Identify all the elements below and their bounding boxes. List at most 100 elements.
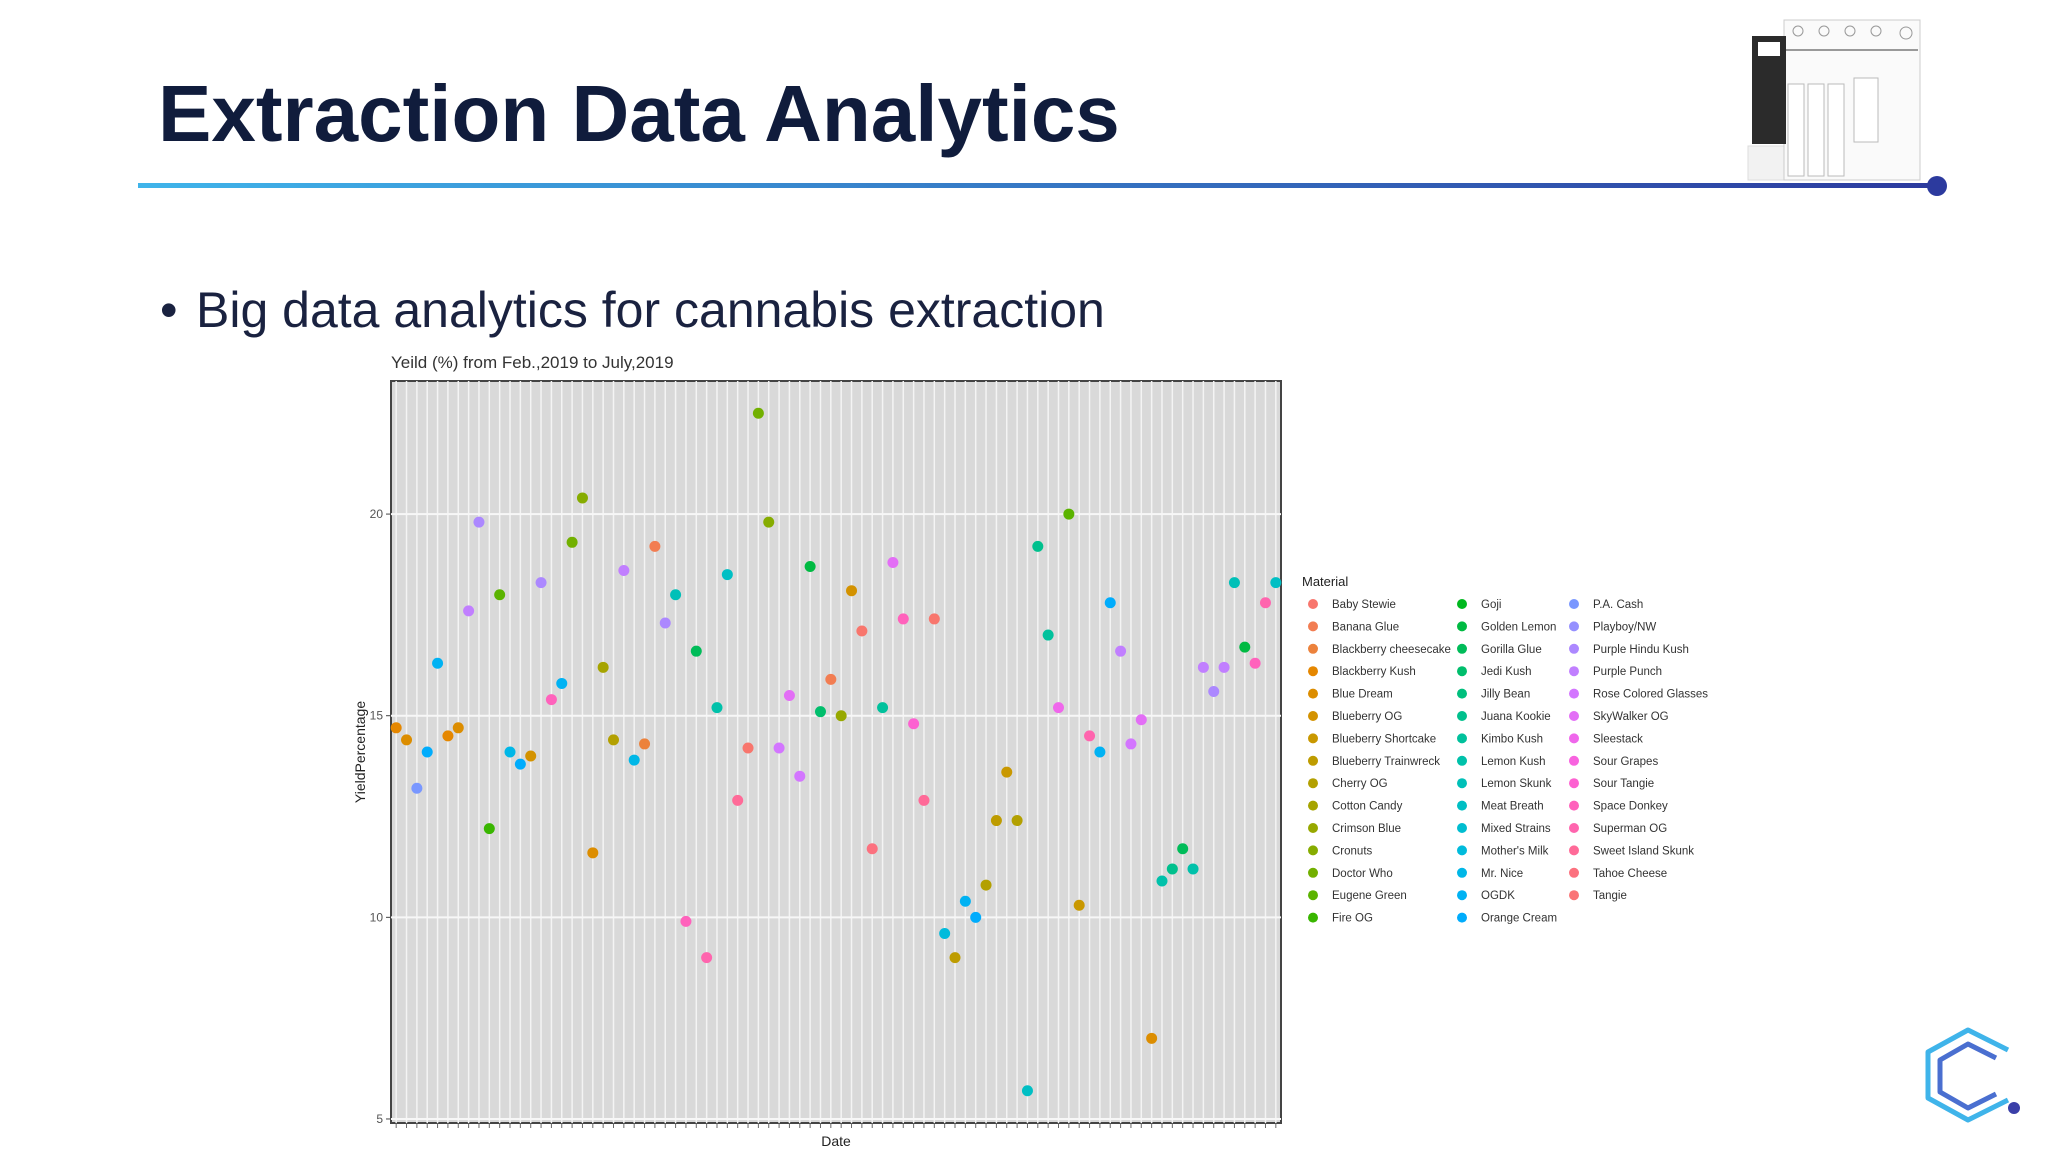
point [918, 794, 930, 806]
point [1011, 815, 1023, 827]
point [597, 661, 609, 673]
y-axis-label: YieldPercentage [352, 701, 368, 803]
legend-label: Eugene Green [1332, 890, 1407, 902]
legend-swatch [1457, 643, 1467, 654]
legend-swatch [1457, 800, 1467, 811]
point [649, 540, 661, 552]
legend-label: Playboy/NW [1593, 621, 1656, 633]
legend-swatch [1569, 643, 1579, 654]
legend-label: Purple Hindu Kush [1593, 644, 1689, 656]
point [1208, 686, 1220, 698]
legend-swatch [1457, 621, 1467, 632]
legend-swatch [1457, 711, 1467, 721]
point [1073, 899, 1085, 911]
legend-swatch [1457, 688, 1467, 699]
legend-swatch [1308, 733, 1318, 744]
chart: Yeild (%) from Feb.,2019 to July,2019 5 10… [352, 353, 1708, 1149]
point [608, 734, 619, 746]
legend-label: Doctor Who [1332, 868, 1393, 880]
legend-swatch [1308, 912, 1318, 923]
legend-swatch [1457, 890, 1467, 901]
point [814, 706, 826, 718]
legend-swatch [1308, 890, 1318, 901]
legend-label: Blackberry Kush [1332, 666, 1416, 678]
legend-label: Lemon Skunk [1481, 778, 1552, 790]
point [1084, 730, 1096, 742]
point [421, 746, 433, 758]
point [856, 625, 868, 637]
legend-label: Baby Stewie [1332, 599, 1396, 611]
point [504, 746, 516, 758]
point [1042, 629, 1054, 641]
point [566, 536, 578, 548]
legend-swatch [1308, 621, 1318, 632]
legend-swatch [1308, 800, 1318, 811]
legend-label: Purple Punch [1593, 666, 1662, 678]
legend-label: SkyWalker OG [1593, 711, 1669, 723]
logo [1925, 1027, 2020, 1123]
point [411, 782, 423, 794]
legend-swatch [1457, 755, 1467, 766]
point [1094, 746, 1106, 758]
legend-label: Gorilla Glue [1481, 644, 1542, 656]
point [618, 565, 630, 577]
legend-swatch [1569, 733, 1579, 744]
point [897, 613, 909, 625]
legend-swatch [1569, 867, 1579, 878]
legend-label: Jedi Kush [1481, 666, 1532, 678]
legend-label: Tangie [1593, 890, 1627, 902]
legend-label: Blueberry Shortcake [1332, 733, 1436, 745]
legend-label: Blueberry OG [1332, 711, 1402, 723]
point [1177, 843, 1189, 855]
legend-label: Goji [1481, 599, 1501, 611]
legend-swatch [1457, 912, 1467, 923]
point [701, 952, 713, 964]
legend-label: Tahoe Cheese [1593, 868, 1667, 880]
legend-label: Sweet Island Skunk [1593, 845, 1694, 857]
legend-swatch [1457, 599, 1467, 609]
legend-label: Meat Breath [1481, 801, 1544, 813]
point [804, 561, 816, 572]
point [514, 758, 526, 770]
point [1053, 702, 1064, 714]
point [711, 702, 723, 714]
point [1249, 657, 1261, 669]
chart-title: Yeild (%) from Feb.,2019 to July,2019 [391, 353, 674, 372]
legend-swatch [1457, 867, 1467, 878]
point [939, 927, 951, 939]
y-tick-label: 10 [370, 910, 384, 924]
legend-swatch [1308, 688, 1318, 699]
point [1187, 863, 1199, 875]
legend-label: Fire OG [1332, 913, 1373, 925]
y-tick-label: 15 [370, 709, 384, 723]
legend-swatch [1308, 845, 1318, 856]
legend-swatch [1569, 621, 1579, 632]
legend-swatch [1308, 755, 1318, 766]
legend-label: Blackberry cheesecake [1332, 644, 1451, 656]
legend-label: Mixed Strains [1481, 823, 1551, 835]
legend-label: Sour Tangie [1593, 778, 1654, 790]
point [835, 710, 847, 722]
legend-label: Mr. Nice [1481, 868, 1523, 880]
legend-swatch [1457, 666, 1467, 677]
point [1228, 577, 1240, 589]
slide-title: Extraction Data Analytics [158, 69, 1120, 158]
point [473, 516, 485, 528]
point [846, 585, 858, 597]
point [1032, 540, 1044, 552]
plot-panel [390, 380, 1282, 1124]
point [535, 577, 547, 589]
point [432, 657, 444, 669]
x-axis-label: Date [821, 1133, 851, 1149]
point [742, 742, 754, 754]
legend-label: Blueberry Trainwreck [1332, 756, 1440, 768]
point [1146, 1032, 1158, 1044]
legend-swatch [1308, 867, 1318, 878]
legend-label: Golden Lemon [1481, 621, 1556, 633]
bullet-text: Big data analytics for cannabis extracti… [196, 282, 1105, 338]
legend-label: Kimbo Kush [1481, 733, 1543, 745]
point [1115, 645, 1127, 657]
point [556, 677, 568, 689]
